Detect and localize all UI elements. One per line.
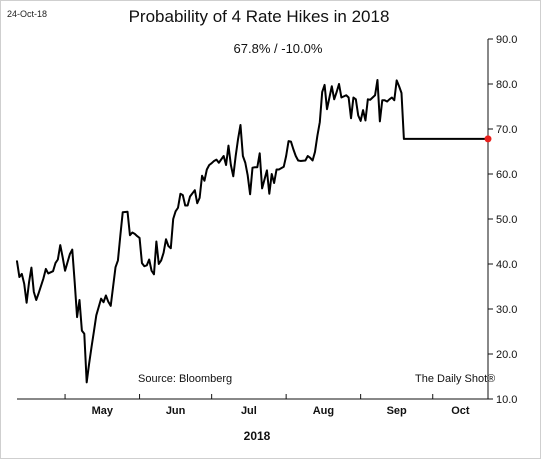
y-tick-label: 60.0 xyxy=(496,169,517,181)
y-tick-label: 30.0 xyxy=(496,304,517,316)
x-tick-label: May xyxy=(92,405,114,417)
y-tick-label: 10.0 xyxy=(496,394,517,406)
y-tick-label: 50.0 xyxy=(496,214,517,226)
chart-date-label: 24-Oct-18 xyxy=(7,9,47,19)
x-tick-label: Sep xyxy=(387,405,407,417)
x-tick-label: Aug xyxy=(313,405,334,417)
axes-layer: 10.0 20.0 30.0 40.0 50.0 60.0 70.0 80.0 90.0 May J… xyxy=(17,34,517,443)
source-label: Source: Bloomberg xyxy=(138,373,232,385)
y-tick-label: 70.0 xyxy=(496,124,517,136)
y-tick-label: 20.0 xyxy=(496,349,517,361)
brand-label: The Daily Shot® xyxy=(415,373,495,385)
chart-subtitle: 67.8% / -10.0% xyxy=(234,41,323,56)
series-line xyxy=(16,78,489,384)
x-tick-label: Jun xyxy=(166,405,186,417)
y-tick-label: 80.0 xyxy=(496,79,517,91)
latest-point-marker xyxy=(484,135,492,143)
y-tick-label: 90.0 xyxy=(496,34,517,46)
x-tick-label: Oct xyxy=(451,405,470,417)
x-axis-label: 2018 xyxy=(244,429,271,443)
y-tick-label: 40.0 xyxy=(496,259,517,271)
series-layer xyxy=(16,78,492,384)
x-tick-label: Jul xyxy=(241,405,257,417)
chart-title: Probability of 4 Rate Hikes in 2018 xyxy=(129,7,390,26)
